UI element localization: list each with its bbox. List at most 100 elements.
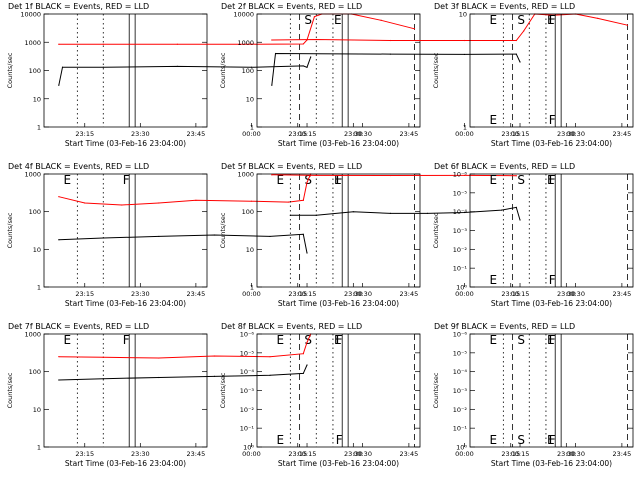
- x-axis-label: Start Time (03-Feb-16 23:04:00): [491, 139, 612, 148]
- x-tick-label: 00:30: [353, 130, 372, 138]
- x-axis-label: Start Time (03-Feb-16 23:04:00): [278, 299, 399, 308]
- x-tick-label: 23:15: [288, 130, 307, 138]
- series-events-point: [102, 237, 104, 239]
- series-events-point: [463, 53, 466, 56]
- event-marker-e: E: [334, 333, 342, 347]
- event-marker-e: E: [547, 333, 555, 347]
- y-tick-label: 100: [242, 67, 254, 75]
- series-lld-point: [552, 14, 554, 16]
- event-marker-e: E: [277, 333, 285, 347]
- y-tick-label: 100: [29, 208, 41, 216]
- series-lld-point: [597, 17, 599, 19]
- x-tick-label: 23:30: [344, 130, 363, 138]
- x-tick-label: 23:30: [344, 450, 363, 458]
- series-events-point: [302, 372, 304, 374]
- panel-det-2: Det 2f BLACK = Events, RED = LLD11010010…: [219, 2, 629, 148]
- series-events-point: [310, 56, 312, 58]
- series-events-point: [271, 84, 273, 86]
- chart-title: Det 3f BLACK = Events, RED = LLD: [434, 2, 575, 11]
- y-tick-label: 10: [459, 11, 467, 19]
- series-lld-point: [158, 202, 160, 204]
- series-events-point: [315, 214, 317, 216]
- x-tick-label: 23:30: [557, 290, 576, 298]
- series-lld-point: [271, 39, 273, 41]
- x-tick-label: 23:45: [613, 290, 632, 298]
- series-events-point: [306, 364, 308, 366]
- event-marker-bottom-e: E: [490, 433, 498, 447]
- y-tick-label: 1000: [237, 171, 254, 179]
- x-tick-label: 00:15: [298, 290, 317, 298]
- series-lld-point: [102, 356, 104, 358]
- y-tick-label: 10⁻¹: [453, 265, 468, 273]
- panel-det-8: Det 8f BLACK = Events, RED = LLD 10⁰ 10⁻¹ 1…: [219, 322, 628, 468]
- x-tick-label: 00:15: [511, 130, 530, 138]
- series-lld-point: [158, 357, 160, 359]
- event-marker-bottom-e: E: [490, 113, 498, 127]
- chart-title: Det 6f BLACK = Events, RED = LLD: [434, 162, 575, 171]
- event-marker-e: E: [277, 173, 285, 187]
- y-tick-label: 10000: [233, 11, 254, 19]
- series-lld-line: [58, 173, 312, 206]
- y-tick-label: 10⁻⁶: [453, 331, 468, 339]
- y-tick-label: 1: [463, 124, 467, 132]
- event-marker-e: E: [334, 173, 342, 187]
- series-events-point: [158, 376, 160, 379]
- y-tick-label: 10⁻³: [453, 227, 468, 235]
- event-marker-e: E: [490, 173, 498, 187]
- series-events-point: [289, 214, 291, 216]
- series-events-point: [315, 53, 317, 55]
- series-lld-point: [306, 341, 308, 343]
- y-axis-label: Counts/sec: [432, 372, 440, 408]
- x-tick-label: 00:15: [511, 450, 530, 458]
- x-tick-label: 00:00: [455, 290, 474, 298]
- series-lld-point: [463, 39, 466, 42]
- series-lld-point: [389, 39, 391, 42]
- panel-det-4: Det 4f BLACK = Events, RED = LLD11010010…: [6, 162, 415, 308]
- y-tick-label: 10⁻⁴: [453, 208, 468, 216]
- x-tick-label: 23:45: [400, 290, 419, 298]
- series-lld-line: [58, 333, 312, 359]
- x-tick-label: 00:30: [353, 450, 372, 458]
- y-axis-label: Counts/sec: [6, 52, 14, 88]
- series-events-point: [463, 211, 466, 214]
- plot-frame: [256, 333, 421, 448]
- y-axis-label: Counts/sec: [219, 212, 227, 248]
- series-lld-point: [626, 24, 629, 26]
- y-tick-label: 10⁻⁴: [240, 368, 255, 376]
- event-marker-f: F: [549, 173, 556, 187]
- series-lld-point: [523, 30, 525, 32]
- series-events-point: [213, 234, 216, 236]
- series-lld-point: [306, 181, 308, 183]
- y-tick-label: 1000: [24, 331, 41, 339]
- y-tick-label: 1000: [237, 39, 254, 47]
- x-axis-label: Start Time (03-Feb-16 23:04:00): [65, 139, 186, 148]
- y-axis-label: Counts/sec: [432, 212, 440, 248]
- series-lld-point: [102, 43, 104, 45]
- series-lld-point: [463, 174, 466, 176]
- y-tick-label: 10000: [20, 11, 41, 19]
- x-tick-label: 23:45: [187, 130, 206, 138]
- event-marker-e: E: [547, 13, 555, 27]
- series-lld-point: [315, 38, 317, 41]
- y-axis-label: Counts/sec: [219, 52, 227, 88]
- y-tick-label: 1: [37, 444, 41, 452]
- series-lld-point: [195, 199, 197, 201]
- x-tick-label: 23:30: [557, 130, 576, 138]
- y-tick-label: 10⁻²: [453, 246, 468, 254]
- x-axis-label: Start Time (03-Feb-16 23:04:00): [278, 459, 399, 468]
- x-tick-label: 23:15: [501, 130, 520, 138]
- y-tick-label: 100: [29, 67, 41, 75]
- event-marker-bottom-f: F: [549, 273, 556, 287]
- y-tick-label: 10⁻⁵: [453, 349, 468, 357]
- series-events-point: [389, 53, 391, 55]
- event-marker-e: E: [64, 173, 72, 187]
- series-events-point: [61, 66, 64, 68]
- y-tick-label: 100: [29, 368, 41, 376]
- series-lld-point: [58, 356, 60, 358]
- plot-frame: [469, 13, 634, 128]
- y-tick-label: 1: [250, 124, 254, 132]
- y-tick-label: 10: [246, 246, 254, 254]
- event-marker-bottom-f: F: [549, 113, 556, 127]
- series-lld-point: [84, 202, 86, 204]
- series-events-point: [515, 206, 517, 208]
